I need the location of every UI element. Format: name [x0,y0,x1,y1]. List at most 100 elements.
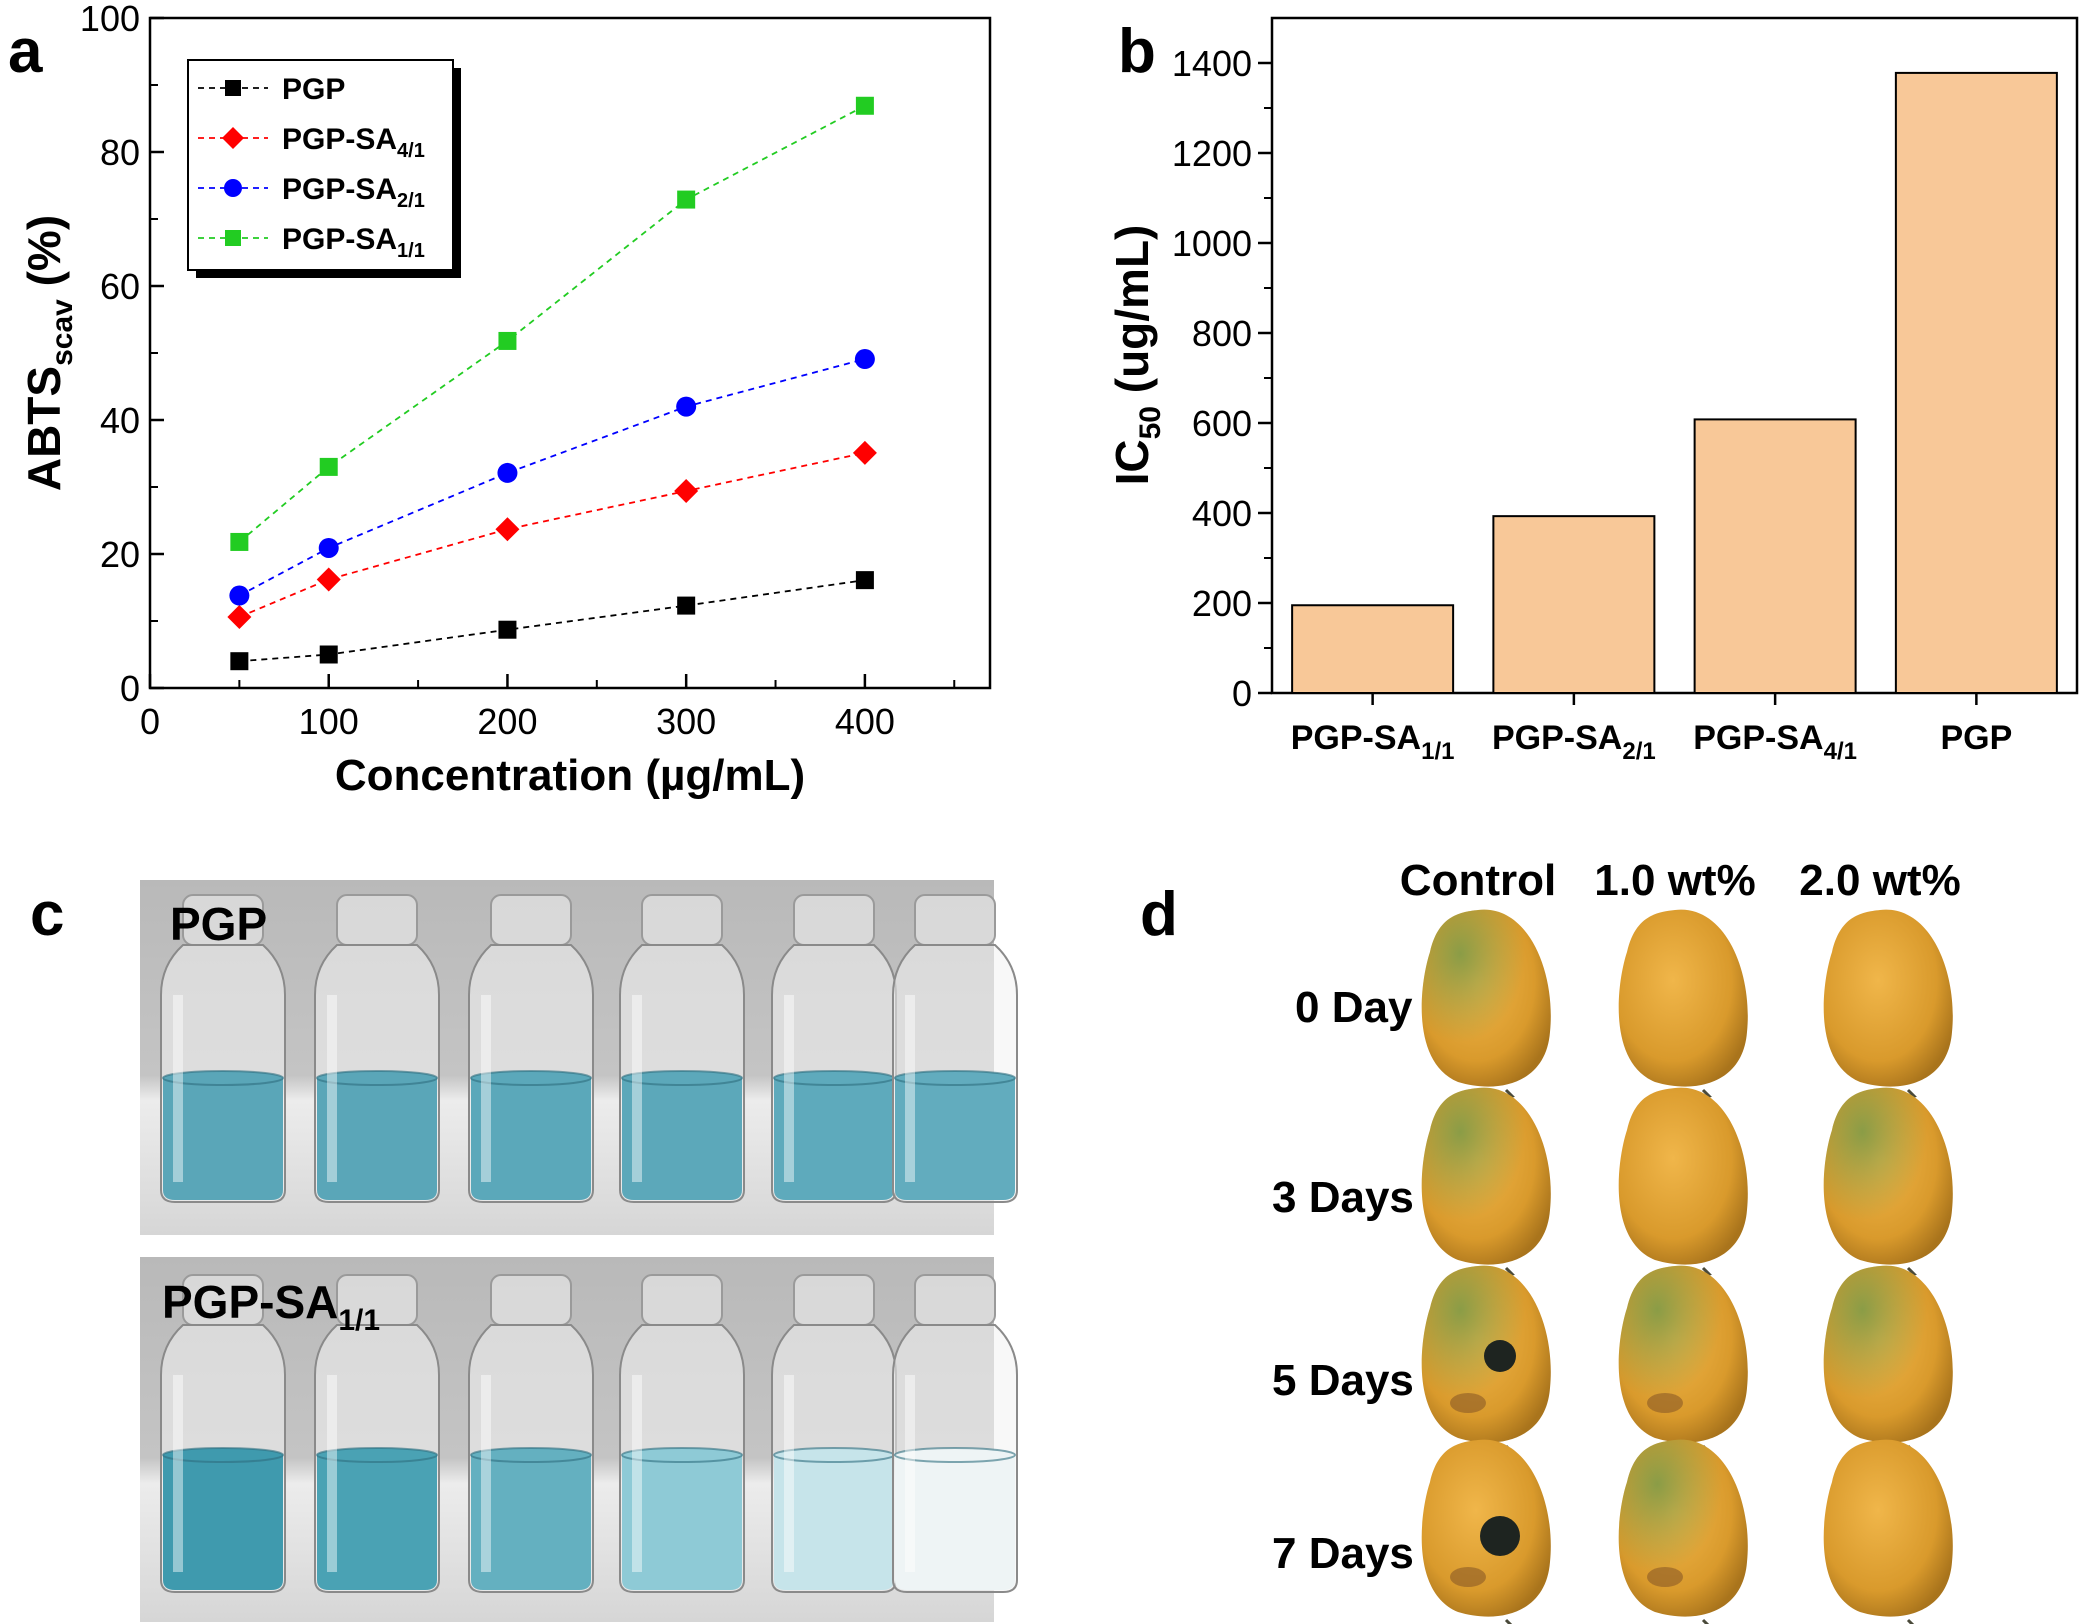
vial-liquid [622,1455,742,1590]
chart-a-y-axis-label-tail: (%) [18,215,70,299]
chart-a-point-series-0 [230,652,249,671]
vial-liquid [317,1455,437,1590]
mango-body [1823,1439,1953,1617]
chart-a-point-series-3 [677,190,696,209]
photo-c-bottom-label: PGP-SA1/1 [162,1276,380,1337]
vial-highlight [905,995,915,1182]
mango-r2-c0 [1421,1265,1551,1456]
vial-liquid [317,1078,437,1200]
panel-label-c: c [30,880,64,949]
chart-a-legend-label: PGP [282,73,345,106]
vial-cap-thread [641,894,723,946]
chart-b-x-tick-label: PGP-SA4/1 [1693,719,1857,765]
mango-blemish [1450,1567,1486,1587]
chart-b-x-axis: PGP-SA1/1 PGP-SA2/1 PGP-SA4/1 PGP [1291,693,2012,765]
chart-a-x-tick-label: 100 [299,701,359,742]
chart-a-x-tick-label: 300 [656,701,716,742]
photo-d-mangos [1421,909,1953,1624]
chart-b-plot-frame [1270,16,2079,695]
vial-cap-thread [641,1274,723,1326]
mango-r2-c2 [1823,1265,1953,1456]
chart-a-point-series-1 [495,517,520,542]
vial-highlight [905,1375,915,1572]
chart-b-x-tick-label-base: PGP [1940,719,2012,757]
vial-meniscus [162,1447,284,1463]
chart-a-y-tick-label: 80 [100,132,140,173]
chart-a-legend-label: PGP-SA2/1 [282,173,425,212]
vial-meniscus [162,1070,284,1086]
photo-c-top-vials [160,894,1018,1203]
mango-green-tint [1618,1265,1748,1443]
vial-cap-thread [490,1274,572,1326]
vial-meniscus [470,1070,592,1086]
chart-a-line-series-0 [239,579,866,663]
chart-a-legend-marker [224,179,242,197]
mango-body [1823,909,1953,1087]
chart-a-point-series-2 [229,585,250,606]
vial [771,1274,897,1593]
vial [771,894,897,1203]
chart-b-y-axis-label-sub: 50 [1134,406,1167,439]
chart-b-y-tick-label: 1400 [1172,43,1252,84]
mango-green-tint [1421,909,1551,1087]
vial-liquid [895,1455,1015,1590]
vial-highlight [481,995,491,1182]
vial-cap-thread [490,894,572,946]
vial-meniscus [894,1447,1016,1463]
vial-highlight [173,1375,183,1572]
chart-a-legend-label: PGP-SA1/1 [282,223,425,262]
vial-cap-thread [793,894,875,946]
mango-green-tint [1618,1439,1748,1617]
vial-liquid [163,1455,283,1590]
chart-a-y-axis-label-main: ABTS [18,366,70,491]
vial-liquid [774,1078,894,1200]
chart-a-point-series-3 [855,96,874,115]
chart-b-y-tick-label: 800 [1192,313,1252,354]
chart-a-x-tick-label: 200 [477,701,537,742]
chart-b-bars [1291,71,2058,695]
vial [160,894,286,1203]
vial-cap-thread [914,1274,996,1326]
chart-b-y-axis: 0 200 400 600 800 1000 1200 1400 [1172,43,1272,714]
vial [892,894,1018,1203]
vial-highlight [327,1375,337,1572]
chart-b-x-tick-label-base: PGP-SA [1693,719,1823,757]
panel-label-a: a [8,17,43,86]
vial-liquid [895,1078,1015,1200]
mango-green-tint [1421,1087,1551,1265]
vial [468,894,594,1203]
chart-a-line-series-2 [238,358,866,597]
chart-a-legend-label-sub: 4/1 [397,140,425,162]
chart-a-point-series-3 [319,457,338,476]
chart-a-line-series-1 [239,451,866,618]
mango-stem [1906,1618,1915,1624]
chart-a-legend-label-base: PGP-SA [282,223,397,256]
vial-highlight [632,995,642,1182]
mango-r2-c1 [1618,1265,1748,1456]
panel-label-d: d [1140,880,1178,949]
chart-a-legend-label-sub: 1/1 [397,240,425,262]
chart-a-legend-label-base: PGP [282,73,345,106]
photo-c-top-label: PGP [170,898,267,950]
mango-r1-c1 [1618,1087,1748,1278]
chart-b-y-axis-label-tail: (ug/mL) [1106,225,1158,406]
mango-r3-c2 [1823,1439,1953,1624]
vial-meniscus [470,1447,592,1463]
chart-a-legend-marker [225,80,241,96]
chart-a-y-axis: 0 20 40 60 80 100 [80,0,164,709]
photo-d: Control 1.0 wt% 2.0 wt% 0 Day 3 Days 5 D… [1272,856,1961,1624]
vial-highlight [327,995,337,1182]
vial-highlight [173,995,183,1182]
vial-meniscus [621,1070,743,1086]
chart-a-point-series-3 [230,532,249,551]
vial [468,1274,594,1593]
chart-b-x-tick-label-base: PGP-SA [1291,719,1421,757]
photo-d-row-7-days: 7 Days [1272,1529,1414,1578]
vial-highlight [632,1375,642,1572]
chart-a-x-axis: 0 100 200 300 400 [140,674,956,742]
chart-b-y-tick-label: 0 [1232,673,1252,714]
chart-b-bar-1 [1492,515,1656,695]
chart-a-point-series-1 [674,479,699,504]
chart-b-y-tick-label: 600 [1192,403,1252,444]
